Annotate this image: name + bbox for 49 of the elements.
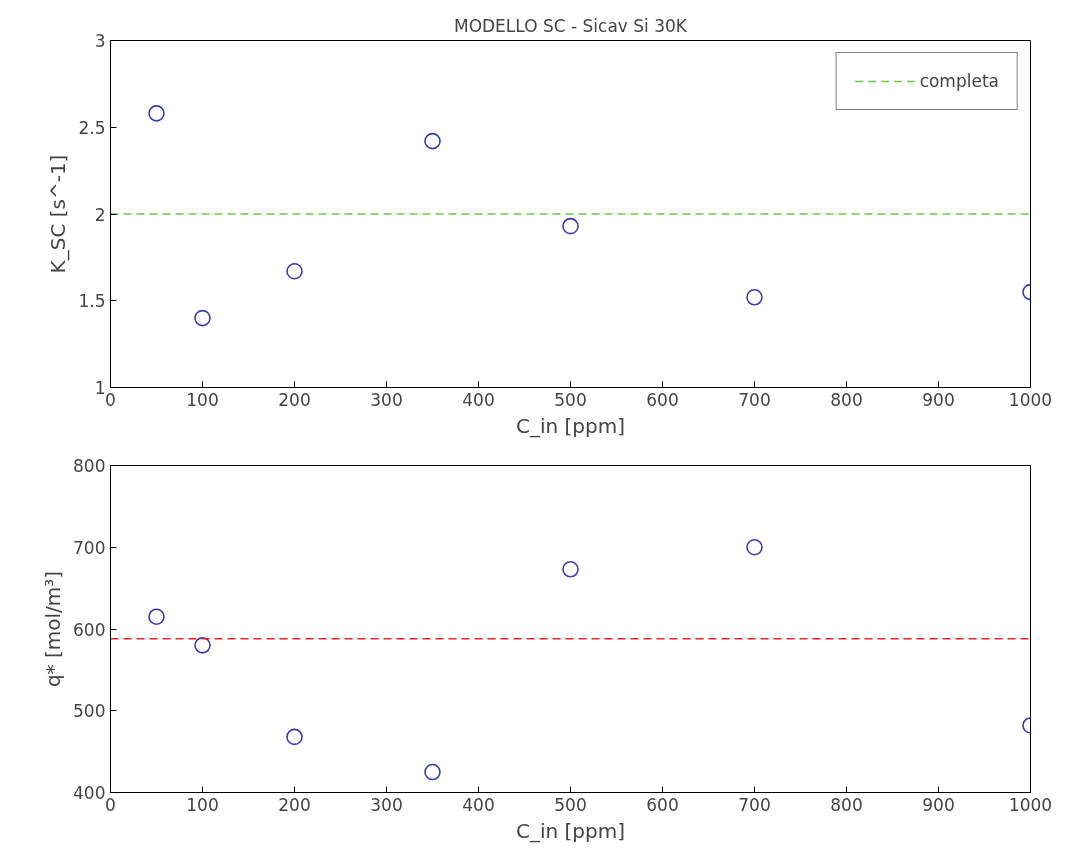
y-tick-label: 800 bbox=[73, 456, 106, 476]
x-tick-label: 200 bbox=[278, 389, 311, 410]
point bbox=[194, 309, 211, 327]
x-tick-label: 500 bbox=[554, 794, 587, 815]
x-axis-title: C_in [ppm] bbox=[515, 413, 626, 438]
x-tick-label: 300 bbox=[370, 389, 403, 410]
point bbox=[562, 217, 579, 235]
x-tick-label: 100 bbox=[186, 794, 219, 815]
x-tick-label: 400 bbox=[462, 794, 495, 815]
x-tick-label: 400 bbox=[462, 389, 495, 410]
point bbox=[424, 132, 441, 150]
y-tick-label: 500 bbox=[73, 701, 106, 722]
y-axis-title: q* [mol/m³] bbox=[41, 570, 66, 688]
point bbox=[746, 288, 763, 306]
x-tick-label: 800 bbox=[830, 794, 863, 815]
y-tick-label: 600 bbox=[73, 619, 106, 640]
x-tick-label: 200 bbox=[278, 794, 311, 815]
x-tick-label: 1000 bbox=[1008, 389, 1053, 410]
y-tick-label: 2.5 bbox=[78, 117, 106, 138]
x-tick-label: 600 bbox=[646, 794, 679, 815]
point bbox=[286, 728, 303, 746]
point bbox=[148, 608, 165, 626]
x-tick-label: 900 bbox=[922, 389, 955, 410]
x-tick-label: 600 bbox=[646, 389, 679, 410]
x-tick-label: 1000 bbox=[1008, 794, 1053, 815]
x-axis-title: C_in [ppm] bbox=[515, 818, 626, 843]
chart-title: MODELLO SC - Sicav Si 30K bbox=[453, 15, 688, 36]
x-tick-label: 300 bbox=[370, 794, 403, 815]
y-tick-label: 2 bbox=[94, 204, 106, 225]
point bbox=[286, 262, 303, 280]
legend-label: completa bbox=[919, 71, 999, 91]
x-tick-label: 700 bbox=[738, 794, 771, 815]
x-tick-label: 800 bbox=[830, 389, 863, 410]
x-tick-label: 0 bbox=[105, 389, 116, 410]
y-tick-label: 1.5 bbox=[78, 291, 106, 312]
x-tick-label: 700 bbox=[738, 389, 771, 410]
x-tick-label: 500 bbox=[554, 389, 587, 410]
y-tick-label: 3 bbox=[94, 31, 106, 51]
point bbox=[424, 763, 441, 781]
x-tick-label: 100 bbox=[186, 389, 219, 410]
point bbox=[148, 105, 165, 122]
x-tick-label: 0 bbox=[105, 794, 116, 815]
point bbox=[194, 637, 211, 654]
y-tick-label: 700 bbox=[73, 537, 106, 558]
point bbox=[746, 538, 763, 556]
y-tick-label: 1 bbox=[94, 378, 106, 398]
point bbox=[562, 561, 579, 578]
y-axis-title: K_SC [s^-1] bbox=[46, 154, 71, 274]
x-tick-label: 900 bbox=[922, 794, 955, 815]
